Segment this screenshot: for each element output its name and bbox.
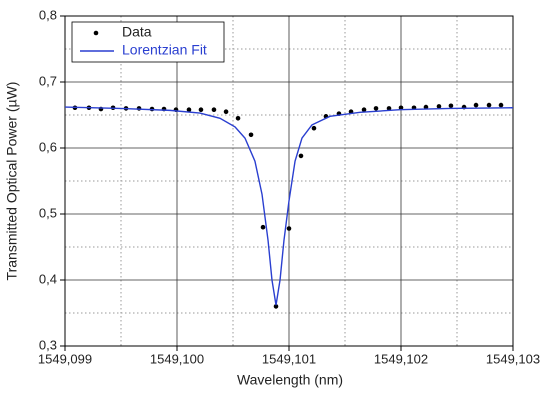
legend-box [71,21,225,63]
y-tick-label: 0,6 [39,139,57,154]
legend-marker [93,30,99,36]
x-tick-label: 1549,099 [38,351,92,366]
x-tick-label: 1549,100 [150,351,204,366]
fit-line [64,106,514,306]
y-tick-label: 0,3 [39,337,57,352]
data-point [373,106,379,111]
x-tick-label: 1549,103 [486,351,540,366]
y-tick-label: 0,5 [39,205,57,220]
y-axis-label: Transmitted Optical Power (µW) [4,82,20,281]
data-point [448,103,454,109]
legend-label: Lorentzian Fit [122,42,207,58]
x-tick-label: 1549,101 [262,351,316,366]
y-tick-label: 0,4 [39,271,57,286]
data-point [273,304,279,309]
data-point [223,109,229,114]
data-point [248,132,254,138]
x-tick-label: 1549,102 [374,351,428,366]
plot-frame [64,15,514,347]
data-point [498,102,504,108]
data-point [260,224,266,230]
data-point [398,105,404,111]
data-point [286,226,292,231]
data-point [436,104,442,109]
data-point [386,106,392,111]
data-point [361,107,367,113]
data-point [423,104,429,110]
data-point [186,107,192,113]
data-point [211,107,217,113]
data-point [298,153,304,159]
data-point [235,116,241,121]
x-axis-label: Wavelength (nm) [237,372,343,388]
y-tick-label: 0,8 [39,7,57,22]
legend-label: Data [122,24,152,40]
data-point [311,125,317,131]
data-point [198,107,204,113]
y-tick-label: 0,7 [39,73,57,88]
data-point [473,102,479,108]
data-point [486,102,492,108]
